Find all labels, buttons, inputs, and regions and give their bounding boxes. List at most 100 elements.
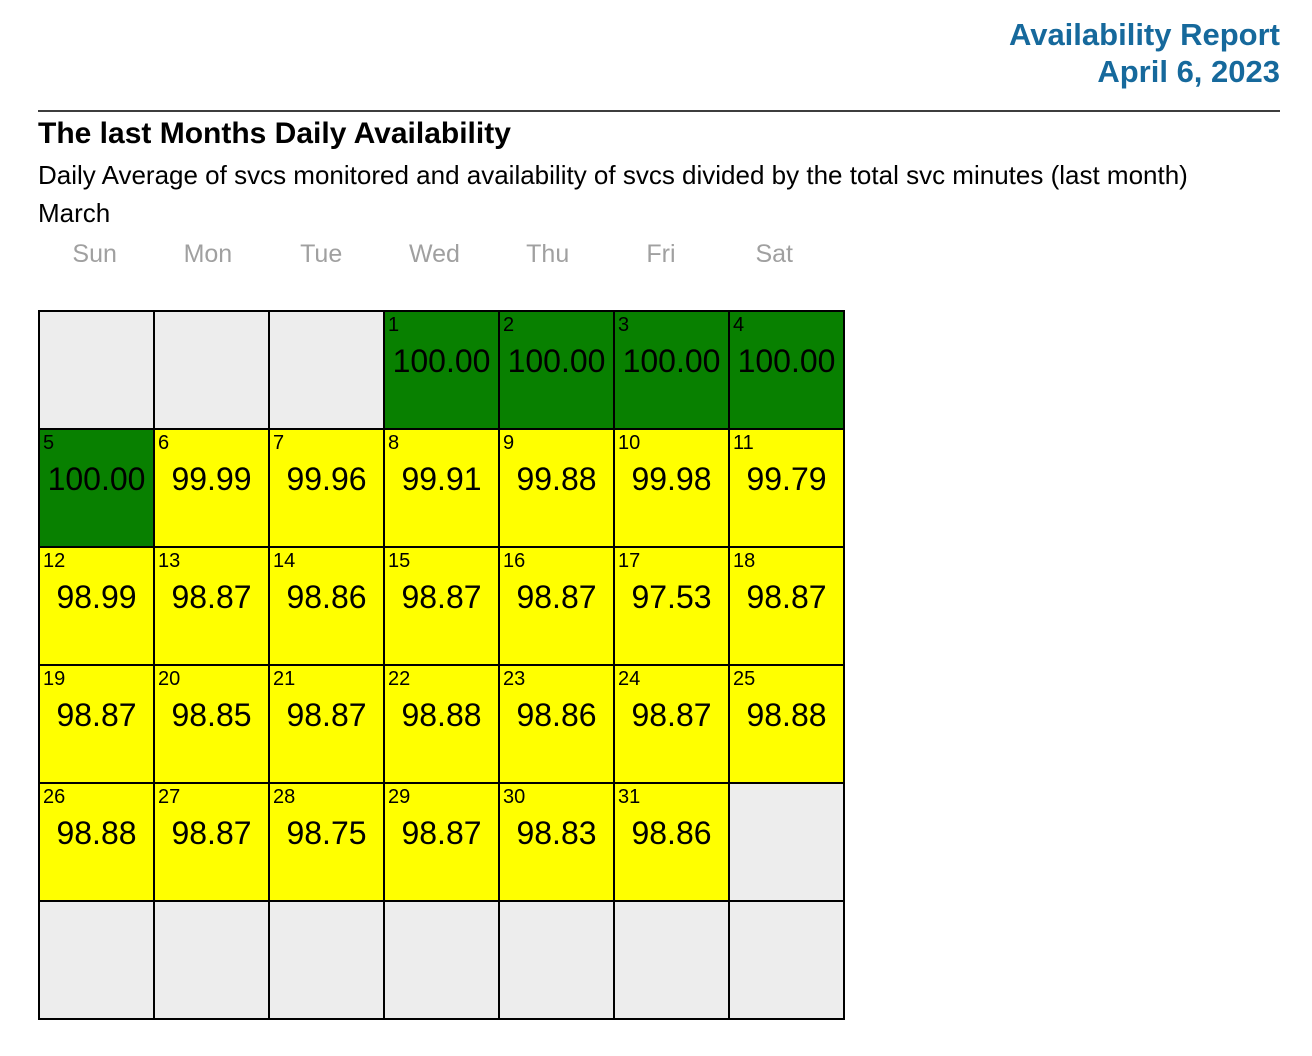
availability-value: 98.99 bbox=[56, 579, 137, 615]
availability-value: 98.87 bbox=[286, 697, 367, 733]
day-number: 23 bbox=[503, 668, 526, 690]
weekday-header-row: Sun Mon Tue Wed Thu Fri Sat bbox=[38, 240, 831, 268]
day-number: 7 bbox=[273, 432, 285, 454]
availability-value: 99.98 bbox=[631, 461, 712, 497]
availability-value: 98.87 bbox=[171, 579, 252, 615]
day-number: 2 bbox=[503, 314, 515, 336]
availability-value: 98.88 bbox=[746, 697, 827, 733]
weekday-label-wed: Wed bbox=[408, 240, 460, 268]
day-number: 13 bbox=[158, 550, 181, 572]
day-number: 18 bbox=[733, 550, 756, 572]
calendar-empty-cell bbox=[153, 310, 270, 430]
calendar-day-29: 29 98.87 bbox=[383, 782, 500, 902]
calendar-day-24: 24 98.87 bbox=[613, 664, 730, 784]
day-number: 14 bbox=[273, 550, 296, 572]
availability-value: 100.00 bbox=[622, 343, 721, 379]
calendar-day-22: 22 98.88 bbox=[383, 664, 500, 784]
availability-value: 97.53 bbox=[631, 579, 712, 615]
availability-value: 99.88 bbox=[516, 461, 597, 497]
day-number: 10 bbox=[618, 432, 641, 454]
availability-value: 98.86 bbox=[516, 697, 597, 733]
availability-value: 98.86 bbox=[631, 815, 712, 851]
calendar-week-row: 12 98.99 13 98.87 14 98.86 15 98.87 16 98.87 17 97.… bbox=[38, 546, 845, 666]
header-divider bbox=[38, 110, 1280, 112]
availability-report-page: Availability Report April 6, 2023 The la… bbox=[38, 16, 1280, 1020]
day-number: 12 bbox=[43, 550, 66, 572]
availability-value: 99.96 bbox=[286, 461, 367, 497]
calendar-day-8: 8 99.91 bbox=[383, 428, 500, 548]
weekday-label-fri: Fri bbox=[646, 240, 676, 268]
day-number: 29 bbox=[388, 786, 411, 808]
availability-value: 98.75 bbox=[286, 815, 367, 851]
calendar-empty-cell bbox=[383, 900, 500, 1020]
availability-value: 98.87 bbox=[631, 697, 712, 733]
calendar-day-13: 13 98.87 bbox=[153, 546, 270, 666]
calendar-empty-cell bbox=[153, 900, 270, 1020]
calendar-empty-cell bbox=[268, 900, 385, 1020]
availability-value: 98.83 bbox=[516, 815, 597, 851]
day-number: 6 bbox=[158, 432, 170, 454]
availability-value: 98.87 bbox=[401, 579, 482, 615]
report-header: Availability Report April 6, 2023 bbox=[38, 16, 1280, 90]
day-number: 19 bbox=[43, 668, 66, 690]
calendar-day-25: 25 98.88 bbox=[728, 664, 845, 784]
calendar-empty-cell bbox=[613, 900, 730, 1020]
day-number: 4 bbox=[733, 314, 745, 336]
day-number: 1 bbox=[388, 314, 400, 336]
calendar-empty-cell bbox=[728, 782, 845, 902]
day-number: 26 bbox=[43, 786, 66, 808]
availability-value: 98.87 bbox=[171, 815, 252, 851]
calendar-day-12: 12 98.99 bbox=[38, 546, 155, 666]
day-number: 8 bbox=[388, 432, 400, 454]
calendar-day-27: 27 98.87 bbox=[153, 782, 270, 902]
day-number: 16 bbox=[503, 550, 526, 572]
weekday-label-mon: Mon bbox=[183, 240, 233, 268]
day-number: 11 bbox=[733, 432, 754, 454]
availability-value: 100.00 bbox=[47, 461, 146, 497]
calendar-week-row: 19 98.87 20 98.85 21 98.87 22 98.88 23 98.86 24 98.… bbox=[38, 664, 845, 784]
weekday-label-sun: Sun bbox=[72, 240, 117, 268]
day-number: 17 bbox=[618, 550, 641, 572]
weekday-label-sat: Sat bbox=[755, 240, 793, 268]
calendar-day-3: 3 100.00 bbox=[613, 310, 730, 430]
day-number: 24 bbox=[618, 668, 641, 690]
calendar-day-2: 2 100.00 bbox=[498, 310, 615, 430]
calendar-day-20: 20 98.85 bbox=[153, 664, 270, 784]
calendar-empty-cell bbox=[38, 900, 155, 1020]
calendar-day-9: 9 99.88 bbox=[498, 428, 615, 548]
section-title: The last Months Daily Availability bbox=[38, 117, 511, 150]
calendar-day-26: 26 98.88 bbox=[38, 782, 155, 902]
day-number: 22 bbox=[388, 668, 411, 690]
calendar-week-row: 26 98.88 27 98.87 28 98.75 29 98.87 30 98.83 31 98.… bbox=[38, 782, 845, 902]
weekday-label-tue: Tue bbox=[300, 240, 343, 268]
calendar-week-row bbox=[38, 900, 845, 1020]
day-number: 21 bbox=[273, 668, 296, 690]
availability-value: 98.87 bbox=[516, 579, 597, 615]
day-number: 25 bbox=[733, 668, 756, 690]
calendar-day-7: 7 99.96 bbox=[268, 428, 385, 548]
day-number: 30 bbox=[503, 786, 526, 808]
calendar-day-19: 19 98.87 bbox=[38, 664, 155, 784]
availability-value: 98.88 bbox=[56, 815, 137, 851]
availability-value: 98.87 bbox=[746, 579, 827, 615]
day-number: 3 bbox=[618, 314, 630, 336]
calendar-day-11: 11 99.79 bbox=[728, 428, 845, 548]
report-title: Availability Report bbox=[1008, 17, 1280, 52]
calendar-day-23: 23 98.86 bbox=[498, 664, 615, 784]
calendar-day-6: 6 99.99 bbox=[153, 428, 270, 548]
day-number: 9 bbox=[503, 432, 515, 454]
calendar-day-5: 5 100.00 bbox=[38, 428, 155, 548]
calendar-day-15: 15 98.87 bbox=[383, 546, 500, 666]
day-number: 20 bbox=[158, 668, 181, 690]
availability-value: 100.00 bbox=[507, 343, 606, 379]
availability-value: 99.91 bbox=[401, 461, 482, 497]
availability-value: 98.87 bbox=[401, 815, 482, 851]
calendar-grid: 1 100.00 2 100.00 3 100.00 4 100.00 5 100.00 6 99.9… bbox=[38, 310, 845, 1020]
availability-value: 98.86 bbox=[286, 579, 367, 615]
section-subtitle: Daily Average of svcs monitored and avai… bbox=[38, 160, 1188, 190]
calendar-day-14: 14 98.86 bbox=[268, 546, 385, 666]
calendar-week-row: 5 100.00 6 99.99 7 99.96 8 99.91 9 99.88 10 99.98 11… bbox=[38, 428, 845, 548]
calendar-empty-cell bbox=[268, 310, 385, 430]
calendar-day-18: 18 98.87 bbox=[728, 546, 845, 666]
calendar-day-10: 10 99.98 bbox=[613, 428, 730, 548]
